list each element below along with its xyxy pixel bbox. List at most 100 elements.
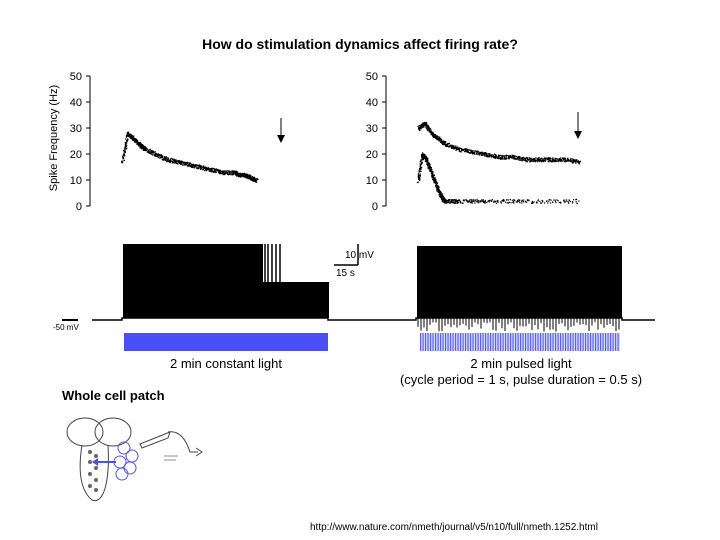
data-point <box>208 170 210 172</box>
data-point <box>477 150 479 152</box>
data-point <box>418 173 420 175</box>
light-pulse <box>580 333 581 351</box>
light-pulse <box>526 333 528 351</box>
data-point <box>534 159 536 162</box>
left-y-ticks: 0 10 20 30 40 50 <box>70 71 90 213</box>
data-point <box>467 148 469 150</box>
data-point <box>485 153 488 156</box>
data-point <box>464 151 466 153</box>
data-point <box>481 154 483 156</box>
data-point <box>188 165 190 167</box>
data-point <box>445 144 447 146</box>
data-point <box>162 155 164 157</box>
data-point <box>202 166 204 168</box>
data-point <box>422 152 424 154</box>
data-point <box>141 148 143 150</box>
data-point <box>436 181 438 183</box>
light-pulse <box>608 333 610 351</box>
data-point <box>437 188 439 190</box>
data-point <box>421 166 423 169</box>
data-point <box>567 157 569 160</box>
data-point <box>484 200 486 203</box>
light-pulse <box>458 333 460 351</box>
data-point <box>508 155 511 157</box>
data-point <box>238 174 240 177</box>
data-point <box>444 145 447 147</box>
data-point <box>126 139 129 142</box>
data-point <box>193 166 195 168</box>
data-point <box>219 172 222 175</box>
data-point <box>451 199 454 201</box>
data-point <box>448 202 451 204</box>
data-point <box>236 175 238 177</box>
data-point <box>222 172 224 174</box>
data-point <box>209 168 211 170</box>
data-point <box>422 154 424 156</box>
data-point <box>145 148 148 150</box>
data-point <box>200 168 202 171</box>
data-point <box>439 138 441 140</box>
light-pulse <box>540 333 541 351</box>
data-point <box>430 131 433 133</box>
data-point <box>467 151 469 153</box>
data-point <box>240 173 243 175</box>
light-pulse <box>483 333 485 351</box>
data-point <box>448 198 451 201</box>
data-point <box>470 202 472 204</box>
data-point <box>427 165 429 167</box>
data-point <box>545 158 547 160</box>
data-point <box>422 123 424 125</box>
data-point <box>123 149 125 151</box>
data-point <box>575 199 577 201</box>
data-point <box>566 199 568 201</box>
light-pulse <box>531 333 533 351</box>
data-point <box>419 179 421 181</box>
data-point <box>559 158 561 161</box>
light-pulse <box>615 333 616 351</box>
data-point <box>205 167 207 169</box>
light-pulse <box>471 333 473 351</box>
light-pulse <box>498 333 500 351</box>
light-pulse <box>438 333 440 351</box>
data-point <box>184 161 186 163</box>
data-point <box>436 188 439 190</box>
data-point <box>483 154 485 156</box>
data-point <box>218 172 220 174</box>
data-point <box>523 159 525 162</box>
data-point <box>547 158 550 160</box>
data-point <box>142 144 144 147</box>
data-point <box>170 160 172 163</box>
light-pulse <box>583 333 585 351</box>
light-pulse <box>480 333 481 351</box>
data-point <box>430 168 432 170</box>
data-point <box>431 135 434 137</box>
data-point <box>142 147 145 149</box>
y-tick-label: 20 <box>366 149 378 161</box>
data-point <box>438 137 440 140</box>
data-point <box>516 157 518 160</box>
data-point <box>132 137 134 139</box>
data-point <box>501 156 503 158</box>
data-point <box>467 200 470 202</box>
data-point <box>511 157 513 159</box>
data-point <box>248 177 250 180</box>
data-point <box>513 158 515 160</box>
data-point <box>505 154 507 156</box>
pulsed-light-params: (cycle period = 1 s, pulse duration = 0.… <box>399 372 643 387</box>
data-point <box>479 152 481 154</box>
data-point <box>422 122 424 124</box>
data-point <box>564 161 566 163</box>
data-point <box>559 159 561 162</box>
data-point <box>125 139 128 141</box>
data-point <box>222 171 224 173</box>
data-point <box>146 151 148 153</box>
data-point <box>422 155 425 157</box>
data-point <box>440 191 442 193</box>
data-point <box>448 145 450 147</box>
data-point <box>448 199 450 201</box>
data-point <box>546 200 548 202</box>
light-pulse <box>481 333 483 351</box>
data-point <box>541 202 543 204</box>
data-point <box>494 154 497 156</box>
data-point <box>510 156 512 159</box>
